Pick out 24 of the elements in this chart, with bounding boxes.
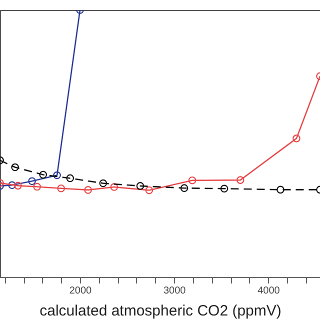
point (145, 186, 154, 194)
point (33, 182, 41, 191)
point (57, 184, 65, 192)
point (136, 182, 144, 190)
point (53, 171, 61, 180)
point (180, 184, 188, 192)
point (236, 176, 244, 184)
x-axis-title: calculated atmospheric CO2 (ppmV) (40, 302, 282, 320)
point (276, 186, 284, 194)
point (66, 174, 74, 182)
point (28, 177, 36, 186)
point (84, 186, 92, 194)
x-tick-label: 4000 (258, 286, 280, 296)
point (39, 170, 48, 179)
point (188, 176, 196, 184)
point (292, 134, 300, 142)
x-tick-label: 3000 (163, 286, 186, 296)
point (14, 182, 22, 190)
point (11, 163, 19, 172)
x-tick-label: 2000 (69, 286, 92, 296)
point (110, 183, 118, 191)
point (8, 181, 16, 190)
point (220, 184, 228, 193)
point (99, 179, 108, 188)
